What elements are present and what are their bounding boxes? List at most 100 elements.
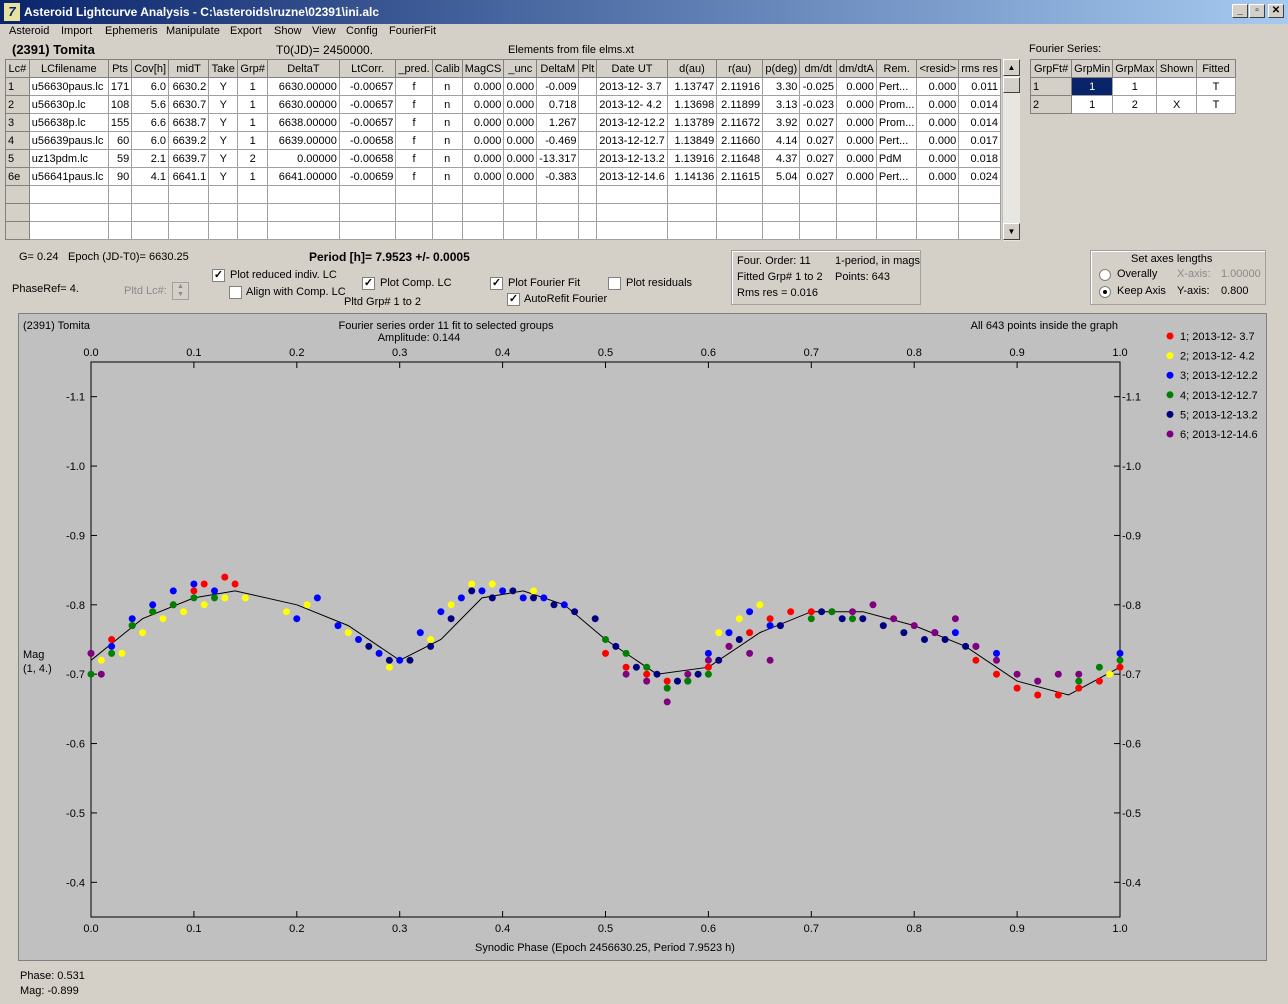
table-cell[interactable]: 0.000: [461, 167, 505, 186]
table-cell[interactable]: -0.383: [536, 167, 580, 186]
plot-residuals-checkbox[interactable]: [608, 277, 621, 290]
table-cell[interactable]: 0.000: [916, 167, 960, 186]
table-cell[interactable]: Prom...: [875, 95, 918, 114]
table-cell[interactable]: [596, 221, 668, 240]
table-cell[interactable]: 6.0: [131, 131, 170, 150]
table-cell[interactable]: [131, 203, 170, 222]
table-cell[interactable]: [338, 185, 397, 204]
table-cell[interactable]: 0.014: [958, 95, 1001, 114]
table-cell[interactable]: Y: [208, 77, 239, 96]
table-cell[interactable]: 0.000: [503, 77, 538, 96]
lc-column-header[interactable]: MagCS: [461, 59, 505, 78]
table-cell[interactable]: n: [431, 149, 463, 168]
table-cell[interactable]: [168, 185, 210, 204]
table-cell[interactable]: 3.92: [762, 113, 801, 132]
lc-column-header[interactable]: Lc#: [5, 59, 30, 78]
menu-fourierfit[interactable]: FourierFit: [389, 25, 437, 37]
table-cell[interactable]: 6639.7: [168, 149, 210, 168]
lc-column-header[interactable]: dm/dt: [799, 59, 837, 78]
x-axis-value[interactable]: 1.00000: [1221, 268, 1261, 280]
fourier-column-header[interactable]: GrpMax: [1112, 59, 1158, 78]
table-cell[interactable]: 0.014: [958, 113, 1001, 132]
table-cell[interactable]: 0.00000: [266, 149, 340, 168]
table-cell[interactable]: 0.000: [916, 113, 960, 132]
table-cell[interactable]: 0.017: [958, 131, 1001, 150]
table-cell[interactable]: 6630.7: [168, 95, 210, 114]
table-cell[interactable]: 0.000: [836, 95, 877, 114]
table-cell[interactable]: [666, 203, 718, 222]
table-cell[interactable]: 0.000: [836, 149, 877, 168]
table-cell[interactable]: PdM: [875, 149, 918, 168]
table-cell[interactable]: 2013-12- 4.2: [596, 95, 668, 114]
table-cell[interactable]: [578, 77, 598, 96]
table-cell[interactable]: Y: [208, 95, 239, 114]
table-cell[interactable]: 171: [107, 77, 133, 96]
table-cell[interactable]: 2.11615: [716, 167, 764, 186]
table-cell[interactable]: 1.13789: [666, 113, 718, 132]
table-cell[interactable]: u56630paus.lc: [28, 77, 109, 96]
table-cell[interactable]: 6639.00000: [266, 131, 340, 150]
table-cell[interactable]: 1.13747: [666, 77, 718, 96]
table-cell[interactable]: u56630p.lc: [28, 95, 109, 114]
table-cell[interactable]: [395, 203, 433, 222]
table-cell[interactable]: [131, 221, 170, 240]
table-cell[interactable]: 0.000: [836, 113, 877, 132]
table-cell[interactable]: 0.000: [503, 149, 538, 168]
table-cell[interactable]: [431, 221, 463, 240]
lc-column-header[interactable]: r(au): [716, 59, 764, 78]
lc-column-header[interactable]: midT: [168, 59, 210, 78]
table-cell[interactable]: [596, 185, 668, 204]
menu-view[interactable]: View: [312, 25, 336, 37]
table-cell[interactable]: [762, 185, 801, 204]
lc-column-header[interactable]: rms res: [958, 59, 1001, 78]
table-cell[interactable]: [836, 221, 877, 240]
table-cell[interactable]: 1: [1071, 77, 1114, 96]
scroll-thumb[interactable]: [1003, 77, 1020, 93]
table-cell[interactable]: [958, 185, 1001, 204]
table-row[interactable]: 2 u56630p.lc 108 5.6 6630.7 Y 1 6630.00000 -0.00…: [5, 95, 1001, 114]
table-cell[interactable]: 2013-12-14.6: [596, 167, 668, 186]
autorefit-checkbox[interactable]: ✓: [507, 293, 520, 306]
table-cell[interactable]: 2013-12- 3.7: [596, 77, 668, 96]
table-cell[interactable]: 2013-12-12.2: [596, 113, 668, 132]
table-cell[interactable]: 6638.7: [168, 113, 210, 132]
table-cell[interactable]: n: [431, 113, 463, 132]
lightcurve-table-scrollbar[interactable]: ▲ ▼: [1002, 59, 1020, 241]
table-cell[interactable]: Y: [208, 149, 239, 168]
table-cell[interactable]: 1.13849: [666, 131, 718, 150]
table-cell[interactable]: 1.13698: [666, 95, 718, 114]
table-cell[interactable]: 5.6: [131, 95, 170, 114]
table-cell[interactable]: [916, 203, 960, 222]
table-cell[interactable]: 2.11648: [716, 149, 764, 168]
table-cell[interactable]: 4.1: [131, 167, 170, 186]
lc-column-header[interactable]: Pts: [107, 59, 133, 78]
plot-reduced-checkbox[interactable]: ✓: [212, 269, 225, 282]
lc-column-header[interactable]: Plt: [578, 59, 598, 78]
fourier-column-header[interactable]: GrpMin: [1071, 59, 1114, 78]
y-axis-value[interactable]: 0.800: [1221, 285, 1249, 297]
table-cell[interactable]: [596, 203, 668, 222]
lightcurve-plot[interactable]: (2391) Tomita Fourier series order 11 fi…: [18, 313, 1267, 961]
table-cell[interactable]: -0.009: [536, 77, 580, 96]
align-comp-checkbox[interactable]: [229, 286, 242, 299]
lc-column-header[interactable]: Calib: [431, 59, 463, 78]
table-cell[interactable]: -0.469: [536, 131, 580, 150]
row-number-cell[interactable]: 5: [5, 149, 30, 168]
table-cell[interactable]: [916, 185, 960, 204]
table-cell[interactable]: f: [395, 113, 433, 132]
table-cell[interactable]: 0.027: [799, 149, 837, 168]
scroll-down-arrow-icon[interactable]: ▼: [1003, 223, 1020, 240]
keep-axis-radio[interactable]: [1099, 286, 1111, 298]
menu-asteroid[interactable]: Asteroid: [9, 25, 50, 37]
table-cell[interactable]: 3.13: [762, 95, 801, 114]
table-cell[interactable]: [536, 185, 580, 204]
empty-table-row[interactable]: [5, 203, 1001, 222]
table-cell[interactable]: [578, 149, 598, 168]
row-number-cell[interactable]: 4: [5, 131, 30, 150]
table-cell[interactable]: [431, 185, 463, 204]
table-cell[interactable]: 1.267: [536, 113, 580, 132]
table-cell[interactable]: u56641paus.lc: [28, 167, 109, 186]
table-cell[interactable]: u56639paus.lc: [28, 131, 109, 150]
menu-ephemeris[interactable]: Ephemeris: [105, 25, 158, 37]
plot-comp-checkbox[interactable]: ✓: [362, 277, 375, 290]
